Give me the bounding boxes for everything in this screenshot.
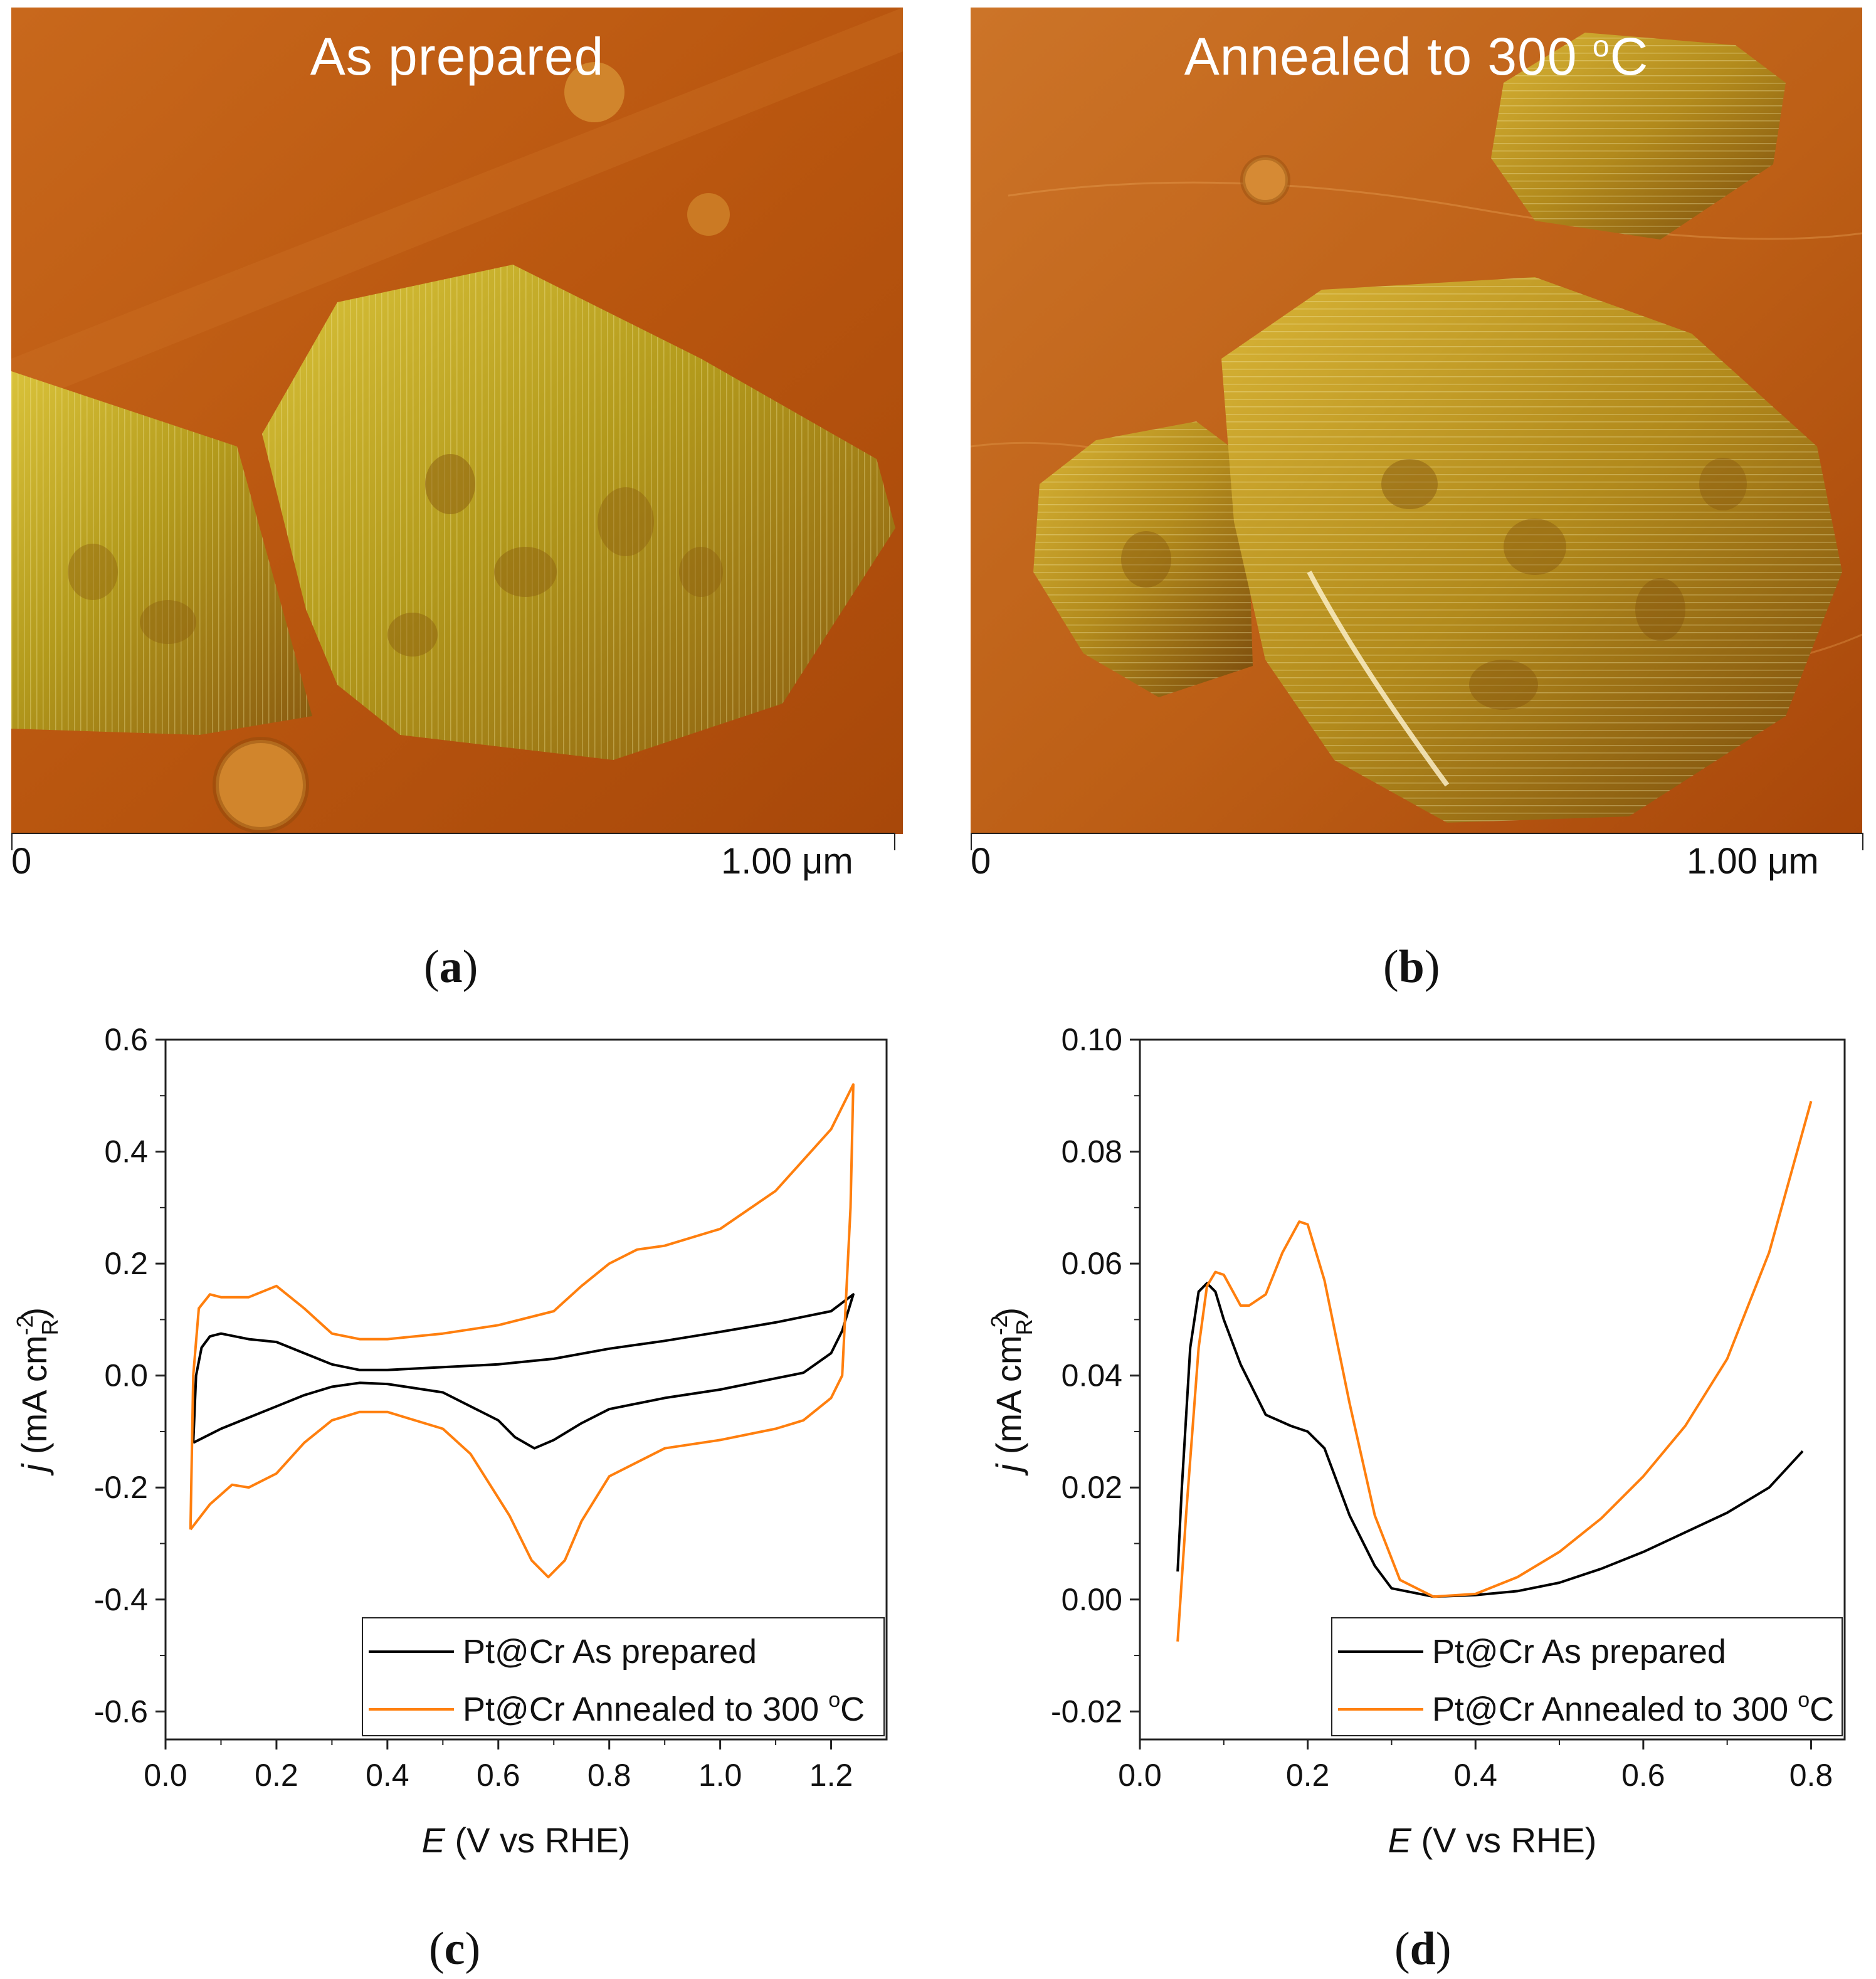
afm-image-as-prepared: As prepared bbox=[11, 8, 903, 834]
scale-start-a: 0 bbox=[11, 841, 32, 882]
legend-entry: Pt@Cr Annealed to 300 oC bbox=[463, 1688, 865, 1728]
chart-c: 0.0 0.2 0.4 0.6 0.8 1.0 1.2 -0.6 -0.4 -0.2 0.0 0.2 0… bbox=[0, 997, 938, 1938]
x-tick-label: 0.8 bbox=[588, 1758, 631, 1793]
y-tick-label: 0.6 bbox=[104, 1022, 148, 1057]
scale-bar-b bbox=[971, 833, 1863, 859]
y-tick-label: 0.00 bbox=[1062, 1582, 1122, 1617]
y-tick-label: -0.2 bbox=[94, 1470, 148, 1505]
legend-entry: Pt@Cr As prepared bbox=[1432, 1633, 1726, 1670]
panel-label-d: (d) bbox=[1394, 1923, 1452, 1975]
y-tick-label: 0.10 bbox=[1062, 1022, 1122, 1057]
chart-d: 0.0 0.2 0.4 0.6 0.8 -0.02 0.00 0.02 0.04 0.06 0.08… bbox=[938, 997, 1876, 1938]
chart-c-svg: 0.0 0.2 0.4 0.6 0.8 1.0 1.2 -0.6 -0.4 -0.2 0.0 0.2 0… bbox=[12, 1022, 888, 1860]
x-tick-label: 0.4 bbox=[1453, 1758, 1497, 1793]
panel-label-a: (a) bbox=[424, 941, 478, 993]
series-line bbox=[1176, 1282, 1804, 1598]
scale-end-a: 1.00 μm bbox=[721, 841, 853, 882]
legend-box bbox=[362, 1617, 885, 1736]
afm-title-b: Annealed to 300 oC bbox=[1184, 27, 1649, 86]
x-tick-label: 0.0 bbox=[144, 1758, 187, 1793]
y-tick-label: 0.0 bbox=[104, 1358, 148, 1393]
scale-bar-a bbox=[11, 833, 895, 859]
y-tick-label: -0.6 bbox=[94, 1694, 148, 1729]
y-tick-label: 0.2 bbox=[104, 1246, 148, 1281]
x-tick-label: 0.2 bbox=[1286, 1758, 1330, 1793]
x-tick-label: 0.6 bbox=[477, 1758, 520, 1793]
y-tick-label: -0.02 bbox=[1051, 1694, 1122, 1729]
scale-start-b: 0 bbox=[971, 841, 991, 882]
x-tick-label: 0.2 bbox=[255, 1758, 298, 1793]
panel-label-c: (c) bbox=[429, 1923, 481, 1975]
series-line bbox=[192, 1293, 855, 1450]
series-line bbox=[1176, 1100, 1813, 1642]
scale-end-b: 1.00 μm bbox=[1687, 841, 1819, 882]
afm-topography-b bbox=[971, 8, 1862, 834]
afm-image-annealed: Annealed to 300 oC bbox=[971, 8, 1862, 834]
series-line bbox=[189, 1083, 855, 1579]
y-tick-label: 0.4 bbox=[104, 1134, 148, 1169]
x-tick-label: 0.0 bbox=[1118, 1758, 1162, 1793]
x-tick-label: 1.0 bbox=[698, 1758, 742, 1793]
x-tick-label: 0.8 bbox=[1789, 1758, 1833, 1793]
x-tick-label: 0.4 bbox=[366, 1758, 409, 1793]
x-axis-label: E (V vs RHE) bbox=[1388, 1820, 1597, 1860]
y-tick-label: 0.06 bbox=[1062, 1246, 1122, 1281]
plot-frame bbox=[1139, 1038, 1846, 1741]
legend-entry: Pt@Cr As prepared bbox=[463, 1633, 757, 1670]
afm-small-particle-b bbox=[1243, 157, 1288, 203]
y-tick-label: 0.04 bbox=[1062, 1358, 1122, 1393]
afm-small-particle bbox=[216, 740, 306, 830]
y-axis-label: j (mA cm-2R) bbox=[986, 1307, 1037, 1476]
plot-frame bbox=[164, 1038, 888, 1741]
x-axis-label: E (V vs RHE) bbox=[422, 1820, 631, 1860]
afm-title-a: As prepared bbox=[310, 27, 604, 86]
y-tick-label: 0.08 bbox=[1062, 1134, 1122, 1169]
legend-box bbox=[1331, 1617, 1843, 1736]
legend-entry: Pt@Cr Annealed to 300 oC bbox=[1432, 1688, 1834, 1728]
afm-topography-a bbox=[11, 8, 903, 834]
y-axis-label: j (mA cm-2R) bbox=[12, 1307, 63, 1476]
y-tick-label: 0.02 bbox=[1062, 1470, 1122, 1505]
x-tick-label: 0.6 bbox=[1621, 1758, 1665, 1793]
x-tick-label: 1.2 bbox=[809, 1758, 853, 1793]
y-tick-label: -0.4 bbox=[94, 1582, 148, 1617]
panel-label-b: (b) bbox=[1383, 941, 1440, 993]
chart-d-svg: 0.0 0.2 0.4 0.6 0.8 -0.02 0.00 0.02 0.04 0.06 0.08… bbox=[986, 1022, 1846, 1860]
